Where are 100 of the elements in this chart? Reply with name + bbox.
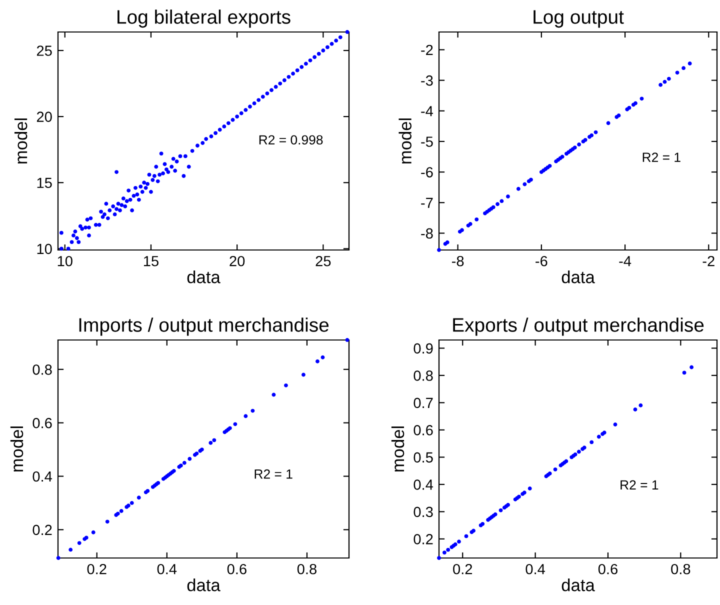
x-tick-label: -8 (452, 256, 464, 266)
y-axis-title: model (14, 118, 28, 164)
y-tick-label: 0.8 (32, 364, 52, 375)
y-tick-label: -6 (421, 167, 433, 178)
y-tick-label: -2 (421, 44, 433, 56)
point (633, 408, 638, 412)
point (675, 70, 680, 75)
y-tick-label: 25 (36, 46, 52, 56)
x-tick-label: 0.8 (671, 564, 690, 574)
point (130, 501, 134, 505)
point (188, 456, 192, 461)
annotation: R2 = 1 (620, 480, 658, 490)
y-tick-label: 0.6 (414, 425, 433, 436)
point (498, 508, 503, 512)
x-tick-label: 0.6 (598, 564, 618, 574)
x-axis-title: data (187, 578, 220, 592)
point (590, 133, 594, 138)
point (590, 440, 594, 444)
point (320, 355, 325, 360)
point (606, 121, 610, 126)
point (68, 548, 73, 552)
y-tick-label: 0.6 (32, 418, 52, 428)
point (666, 76, 671, 81)
annotation: R2 = 1 (642, 152, 680, 162)
point (682, 66, 686, 70)
point (577, 142, 582, 146)
y-tick-label: 10 (37, 244, 52, 254)
y-tick-label: 0.4 (414, 480, 434, 490)
chart-title: Log bilateral exports (118, 10, 290, 28)
point (596, 434, 601, 439)
y-tick-label: 0.9 (414, 343, 433, 354)
point (688, 62, 692, 66)
y-tick-label: 0.2 (414, 534, 433, 544)
x-tick-label: -4 (619, 256, 632, 266)
y-tick-label: 0.5 (414, 452, 433, 463)
x-axis-title: data (562, 270, 595, 284)
point (464, 534, 468, 538)
chart-title: Exports / output merchandise (453, 318, 704, 336)
point (437, 556, 441, 560)
point (658, 82, 663, 87)
x-tick-label: -2 (702, 256, 714, 266)
x-tick-label: 0.2 (453, 564, 472, 574)
point (662, 80, 667, 84)
point (119, 509, 124, 513)
point (77, 541, 82, 546)
x-tick-label: 25 (316, 256, 331, 266)
x-tick-label: 0.2 (87, 564, 106, 574)
x-tick-label: 0.8 (297, 564, 316, 574)
point (250, 408, 255, 413)
x-axis-title: data (562, 578, 595, 592)
point (500, 199, 504, 204)
point (446, 548, 450, 552)
y-tick-label: -4 (421, 106, 434, 116)
y-tick-label: -7 (421, 198, 433, 208)
point (682, 370, 686, 375)
y-tick-label: 0.3 (414, 506, 433, 518)
annotation: R2 = 0.998 (259, 135, 323, 145)
chart-title: Log output (534, 10, 624, 28)
point (457, 540, 461, 544)
point (516, 186, 520, 191)
y-tick-label: 20 (36, 112, 52, 122)
chart-title: Imports / output merchandise (79, 318, 329, 336)
x-tick-label: 0.6 (227, 564, 246, 574)
point (91, 530, 96, 534)
point (208, 440, 213, 445)
x-tick-label: 15 (144, 256, 158, 266)
point (506, 194, 510, 198)
x-tick-label: 0.4 (157, 564, 177, 574)
y-tick-label: 0.2 (32, 524, 52, 536)
point (529, 178, 533, 182)
y-tick-label: -8 (421, 228, 433, 239)
point (576, 450, 581, 454)
point (284, 383, 288, 388)
x-axis-title: data (187, 270, 220, 284)
point (136, 496, 141, 500)
point (212, 438, 216, 442)
x-tick-label: 0.4 (526, 564, 546, 574)
point (244, 414, 248, 418)
y-tick-label: 0.4 (32, 471, 52, 482)
point (302, 372, 306, 377)
point (182, 460, 186, 465)
point (594, 130, 598, 134)
point (272, 392, 276, 397)
y-tick-label: 0.7 (414, 398, 433, 408)
point (105, 520, 110, 524)
x-tick-label: 10 (58, 256, 72, 266)
y-axis-title: model (10, 426, 24, 472)
point (528, 486, 532, 490)
point (233, 422, 238, 426)
point (553, 467, 558, 472)
point (690, 365, 694, 370)
point (613, 422, 618, 426)
point (638, 403, 643, 408)
point (316, 359, 320, 364)
point (442, 550, 446, 555)
point (522, 182, 527, 186)
x-tick-label: 20 (230, 256, 245, 266)
y-tick-label: -5 (421, 136, 433, 147)
point (634, 101, 638, 106)
point (460, 228, 464, 232)
